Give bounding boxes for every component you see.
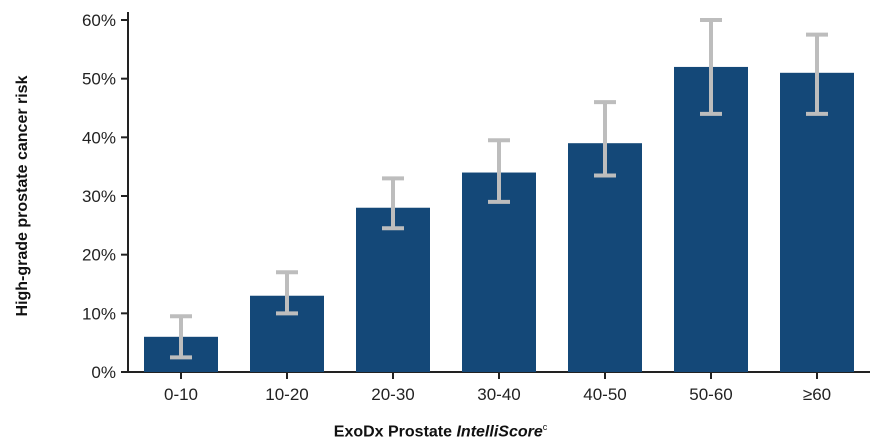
y-tick-label: 20% bbox=[82, 246, 116, 265]
y-tick-label: 30% bbox=[82, 187, 116, 206]
x-tick-label: 20-30 bbox=[371, 385, 414, 404]
x-axis-title: ExoDx Prostate IntelliScorec bbox=[0, 422, 881, 441]
x-tick-label: 0-10 bbox=[164, 385, 198, 404]
x-axis-title-italic: IntelliScore bbox=[456, 423, 543, 441]
x-tick-label: 30-40 bbox=[477, 385, 520, 404]
plot-area: 0% 10% 20% 30% 40% 50% 60% 0-10 10-20 20-30 30-40 4… bbox=[82, 11, 870, 404]
y-tick-label: 60% bbox=[82, 11, 116, 30]
x-tick-label: 10-20 bbox=[265, 385, 308, 404]
y-tick-label: 10% bbox=[82, 304, 116, 323]
bar bbox=[356, 207, 430, 372]
x-tick-label: 50-60 bbox=[689, 385, 732, 404]
x-tick-label: ≥60 bbox=[803, 385, 831, 404]
bar bbox=[462, 172, 536, 372]
x-axis-title-superscript: c bbox=[542, 422, 548, 432]
x-axis-title-prefix: ExoDx Prostate bbox=[333, 423, 457, 441]
y-tick-label: 40% bbox=[82, 128, 116, 147]
y-axis-title: High-grade prostate cancer risk bbox=[14, 75, 31, 316]
bar bbox=[780, 72, 854, 373]
x-tick-label: 40-50 bbox=[583, 385, 626, 404]
y-tick-label: 0% bbox=[91, 363, 116, 382]
bar bbox=[568, 143, 642, 372]
bar bbox=[674, 66, 748, 372]
y-tick-label: 50% bbox=[82, 70, 116, 89]
